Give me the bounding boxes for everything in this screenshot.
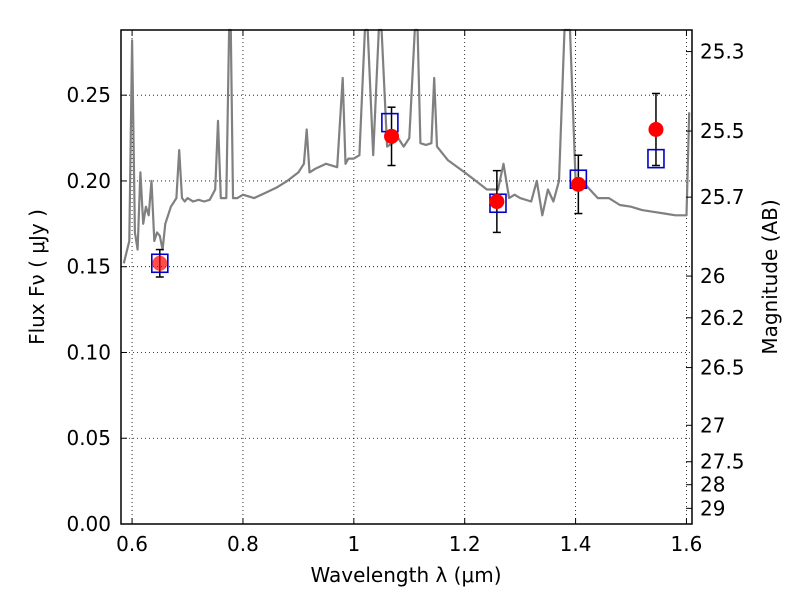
mag-tick-label: 25.7 (700, 185, 745, 209)
mag-tick-label: 26 (700, 264, 725, 288)
y-tick-label: 0.00 (66, 512, 111, 536)
spectrum-line (122, 28, 691, 264)
y-tick-label: 0.05 (66, 426, 111, 450)
x-axis-title: Wavelength λ (μm) (310, 563, 501, 587)
mag-tick-label: 25.5 (700, 119, 745, 143)
x-tick-label: 1.2 (449, 532, 481, 556)
x-tick-label: 1 (347, 532, 360, 556)
model-square (647, 148, 665, 169)
x-tick-label: 0.6 (116, 532, 148, 556)
observed-point (384, 128, 400, 144)
y-tick-label: 0.15 (66, 255, 111, 279)
model-square (151, 253, 169, 274)
x-tick-label: 1.6 (671, 532, 703, 556)
y-tick-label: 0.20 (66, 169, 111, 193)
mag-tick-label: 26.2 (700, 306, 745, 330)
points-layer (151, 92, 665, 278)
observed-point (152, 255, 168, 271)
mag-tick-label: 26.5 (700, 356, 745, 380)
plot-frame (120, 29, 693, 525)
mag-tick-label: 27 (700, 413, 725, 437)
observed-point (570, 176, 586, 192)
y-tick-label: 0.25 (66, 83, 111, 107)
observed-point (648, 121, 664, 137)
spectrum-layer (122, 28, 691, 264)
x-tick-label: 0.8 (227, 532, 259, 556)
mag-tick-label: 27.5 (700, 450, 745, 474)
y2-axis-title: Magnitude (AB) (758, 199, 782, 354)
grid-layer (121, 30, 692, 525)
observed-point (489, 194, 505, 210)
y-axis-title: Flux Fν ( μJy ) (25, 209, 49, 345)
mag-tick-label: 25.3 (700, 40, 745, 64)
mag-tick-label: 28 (700, 473, 725, 497)
ticks-layer: 0.6 0.8 1 1.2 1.4 1.6 0.00 0.05 0.10 0.15 0.20 0.25… (66, 30, 745, 556)
x-tick-label: 1.4 (560, 532, 592, 556)
y-tick-label: 0.10 (66, 340, 111, 364)
mag-tick-label: 29 (700, 496, 725, 520)
model-square (381, 112, 399, 133)
